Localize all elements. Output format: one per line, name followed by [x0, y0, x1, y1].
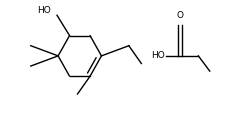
- Text: HO: HO: [151, 51, 165, 60]
- Text: O: O: [176, 11, 183, 20]
- Text: HO: HO: [37, 6, 51, 15]
